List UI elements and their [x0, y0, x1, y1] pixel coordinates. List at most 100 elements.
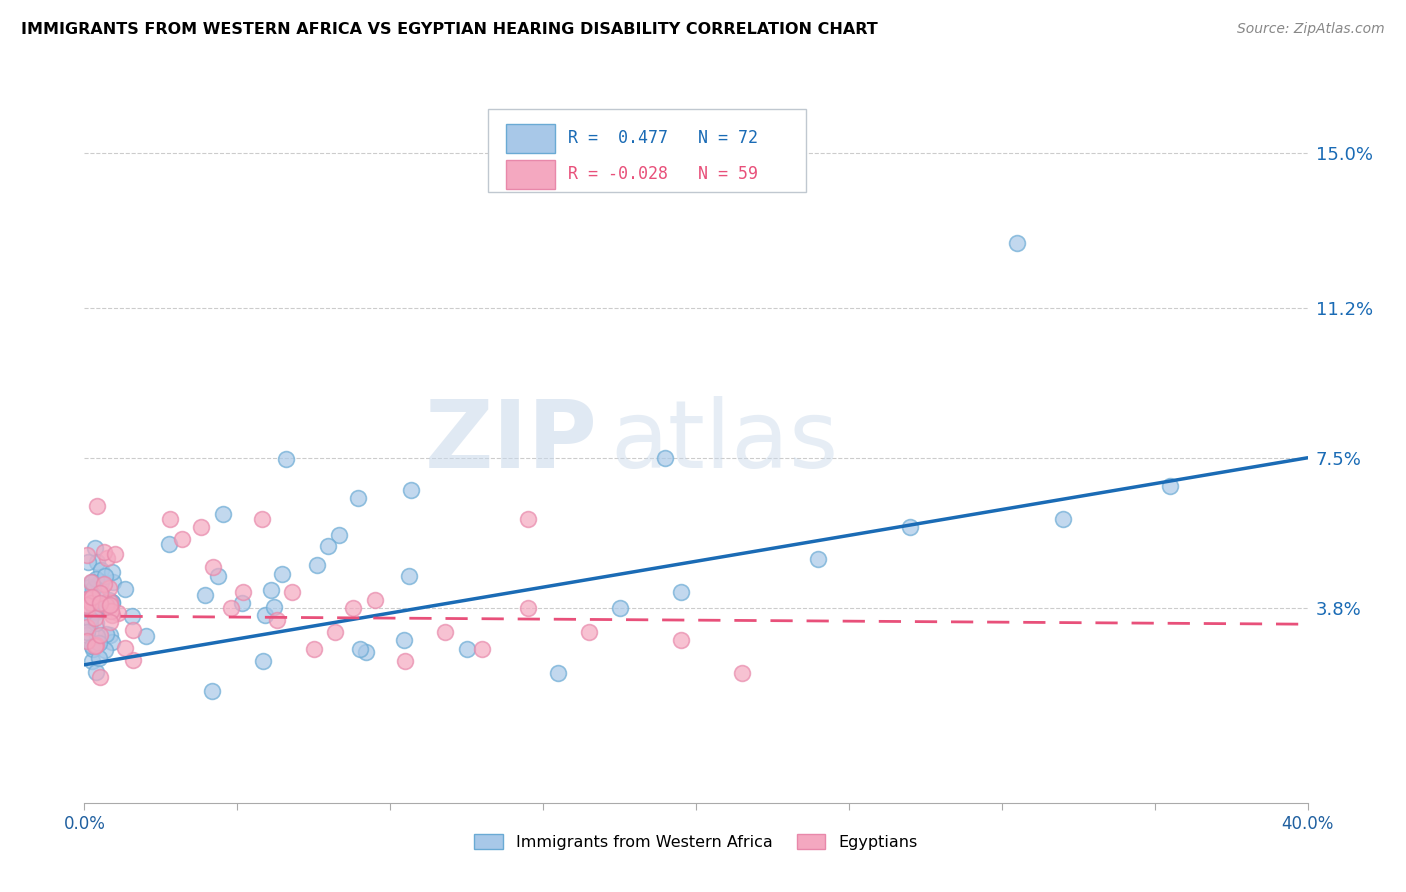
- Point: [86, 572, 108, 586]
- Point: [94, 569, 117, 583]
- Point: [253, 607, 276, 622]
- Text: atlas: atlas: [610, 395, 838, 488]
- Point: [76, 620, 98, 634]
- Point: [98, 581, 121, 595]
- Point: [1159, 479, 1181, 493]
- Point: [93, 545, 115, 559]
- Point: [201, 684, 224, 698]
- Point: [87, 636, 110, 650]
- Point: [101, 608, 124, 623]
- Point: [135, 629, 157, 643]
- Point: [90, 562, 112, 576]
- Point: [159, 511, 181, 525]
- Point: [84, 604, 107, 618]
- Point: [364, 592, 387, 607]
- Legend: Immigrants from Western Africa, Egyptians: Immigrants from Western Africa, Egyptian…: [468, 828, 924, 856]
- Point: [347, 491, 370, 506]
- Point: [80, 590, 103, 604]
- Point: [609, 601, 631, 615]
- Bar: [506, 124, 555, 153]
- Point: [107, 606, 129, 620]
- Point: [84, 665, 107, 680]
- Point: [76, 599, 98, 613]
- Point: [219, 601, 242, 615]
- Point: [82, 641, 104, 656]
- Point: [100, 604, 122, 618]
- Point: [98, 598, 121, 612]
- Point: [89, 596, 111, 610]
- Point: [250, 511, 273, 525]
- Point: [394, 654, 416, 668]
- Point: [456, 641, 478, 656]
- Point: [98, 593, 121, 607]
- Point: [84, 611, 107, 625]
- Point: [89, 628, 111, 642]
- Point: [84, 606, 107, 620]
- Point: [93, 642, 115, 657]
- Point: [121, 608, 143, 623]
- Point: [194, 588, 217, 602]
- Point: [349, 642, 371, 657]
- Point: [516, 601, 538, 615]
- Point: [114, 582, 136, 597]
- Point: [86, 556, 108, 570]
- Point: [76, 548, 98, 562]
- Point: [201, 560, 224, 574]
- Point: [578, 625, 600, 640]
- Point: [76, 600, 98, 615]
- Point: [100, 595, 122, 609]
- Point: [83, 604, 105, 618]
- Text: Source: ZipAtlas.com: Source: ZipAtlas.com: [1237, 22, 1385, 37]
- Point: [669, 633, 692, 648]
- Point: [98, 628, 121, 642]
- Point: [232, 584, 254, 599]
- Point: [356, 645, 378, 659]
- Point: [89, 650, 111, 665]
- Point: [547, 665, 569, 680]
- Point: [516, 511, 538, 525]
- Point: [398, 569, 420, 583]
- Point: [101, 596, 124, 610]
- Point: [342, 601, 364, 615]
- Point: [231, 596, 253, 610]
- Point: [84, 541, 107, 556]
- Point: [101, 574, 124, 589]
- Point: [84, 640, 107, 654]
- Point: [172, 532, 194, 546]
- Point: [76, 591, 98, 606]
- Point: [1005, 235, 1028, 250]
- Point: [281, 584, 304, 599]
- Point: [394, 633, 416, 648]
- Point: [96, 550, 118, 565]
- Point: [94, 627, 117, 641]
- Point: [274, 452, 297, 467]
- Point: [266, 613, 288, 627]
- Point: [82, 582, 104, 596]
- Bar: [506, 160, 555, 189]
- Point: [80, 639, 103, 653]
- Point: [318, 539, 340, 553]
- Point: [898, 520, 921, 534]
- Point: [79, 612, 101, 626]
- Point: [807, 552, 830, 566]
- Point: [190, 520, 212, 534]
- Point: [94, 599, 117, 614]
- Point: [207, 569, 229, 583]
- Point: [80, 591, 103, 605]
- Point: [89, 586, 111, 600]
- Point: [323, 625, 346, 640]
- Text: IMMIGRANTS FROM WESTERN AFRICA VS EGYPTIAN HEARING DISABILITY CORRELATION CHART: IMMIGRANTS FROM WESTERN AFRICA VS EGYPTI…: [21, 22, 877, 37]
- Point: [76, 624, 98, 639]
- Point: [259, 582, 281, 597]
- FancyBboxPatch shape: [488, 109, 806, 193]
- Point: [1052, 511, 1074, 525]
- Point: [252, 654, 274, 668]
- Point: [669, 584, 692, 599]
- Point: [80, 654, 103, 668]
- Point: [90, 574, 112, 589]
- Point: [731, 665, 754, 680]
- Point: [212, 507, 235, 521]
- Point: [121, 624, 143, 638]
- Text: ZIP: ZIP: [425, 395, 598, 488]
- Point: [101, 565, 124, 579]
